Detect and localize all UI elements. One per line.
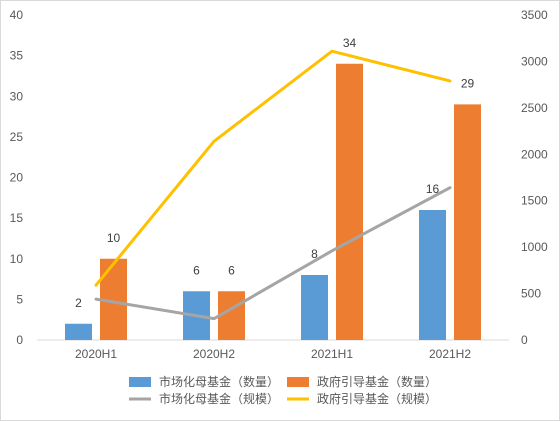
legend-label: 市场化母基金（数量） [159, 374, 279, 389]
bars-group [65, 63, 481, 340]
series-line [94, 186, 452, 321]
legend-swatch [129, 377, 151, 387]
bar [65, 323, 92, 340]
bar [454, 104, 481, 340]
y-right-tick-label: 1500 [521, 194, 548, 208]
y-right-tick-label: 3000 [521, 54, 548, 68]
legend-label: 政府引导基金（规模） [317, 391, 437, 406]
y-right-tick-label: 2500 [521, 101, 548, 115]
bar-data-label: 29 [461, 76, 475, 90]
x-tick-label: 2021H1 [311, 347, 353, 361]
y-left-tick-label: 35 [10, 49, 24, 63]
lines-group [94, 49, 452, 321]
y-right-tick-label: 0 [521, 333, 528, 347]
bar [218, 291, 245, 340]
y-left-tick-label: 15 [10, 211, 24, 225]
y-right-tick-label: 1000 [521, 240, 548, 254]
bar-data-label: 2 [75, 296, 82, 310]
bar-data-label: 6 [228, 263, 235, 277]
y-left-tick-label: 20 [10, 171, 24, 185]
y-left-tick-label: 25 [10, 130, 24, 144]
data-labels-group: 2 6 8 16 10 6 34 29 [75, 36, 474, 310]
bar-data-label: 10 [107, 231, 121, 245]
bar [301, 275, 328, 340]
y-left-tick-label: 5 [16, 292, 23, 306]
bar-data-label: 8 [311, 247, 318, 261]
y-right-tick-label: 3500 [521, 8, 548, 22]
x-tick-label: 2020H1 [75, 347, 117, 361]
x-tick-label: 2021H2 [429, 347, 471, 361]
bar [419, 210, 446, 340]
x-tick-label: 2020H2 [193, 347, 235, 361]
legend-label: 政府引导基金（数量） [317, 374, 437, 389]
y-left-tick-label: 30 [10, 89, 24, 103]
bar-data-label: 34 [343, 36, 357, 50]
y-right-tick-label: 2000 [521, 147, 548, 161]
y-left-tick-label: 0 [16, 333, 23, 347]
bar [336, 63, 363, 340]
series-line [94, 49, 452, 287]
y-right-tick-label: 500 [521, 287, 541, 301]
y-left-tick-label: 10 [10, 252, 24, 266]
legend-swatch [287, 377, 309, 387]
bar-data-label: 6 [193, 263, 200, 277]
bar-data-label: 16 [426, 182, 440, 196]
legend-label: 市场化母基金（规模） [159, 391, 279, 406]
legend: 市场化母基金（数量） 政府引导基金（数量） 市场化母基金（规模） 政府引导基金（规模） [129, 374, 437, 406]
axes-group: 0 5 10 15 20 25 30 35 40 0 500 1000 1500 2000 2500 3000… [10, 8, 548, 361]
y-left-tick-label: 40 [10, 8, 24, 22]
